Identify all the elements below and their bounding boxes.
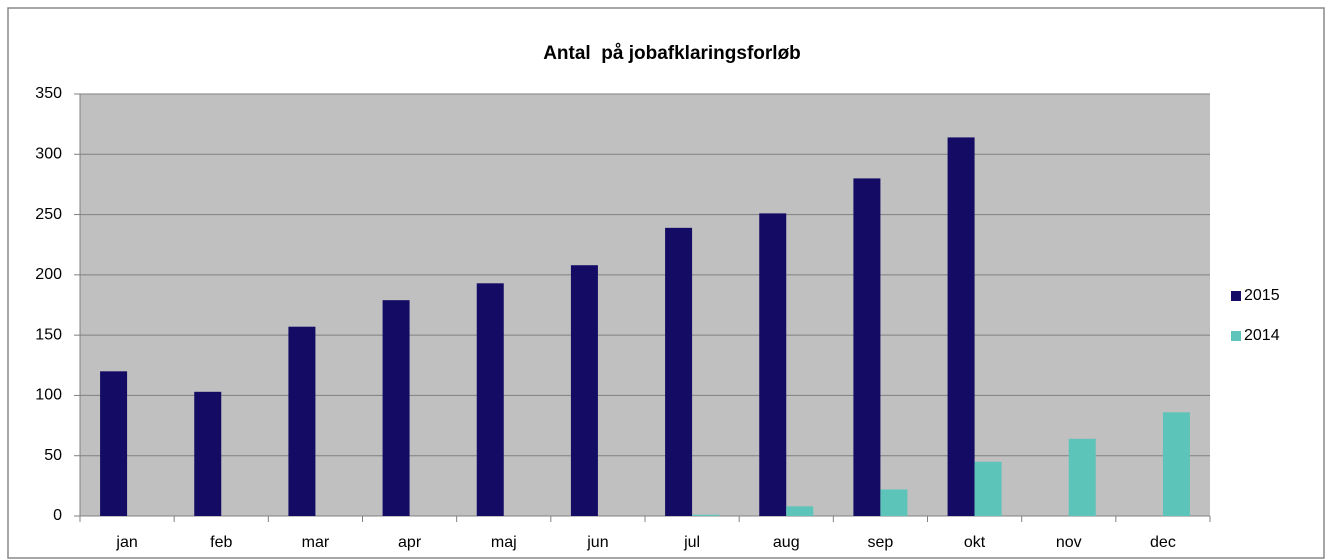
x-tick-label: aug <box>773 534 800 551</box>
bar <box>100 371 128 516</box>
bar <box>194 391 222 516</box>
bar <box>476 283 504 516</box>
bar <box>880 489 908 516</box>
bar <box>974 461 1002 516</box>
y-tick-label: 300 <box>35 146 62 163</box>
bar <box>288 326 316 516</box>
bar <box>1162 412 1190 516</box>
x-tick-label: dec <box>1150 534 1176 551</box>
y-tick-label: 50 <box>44 447 62 464</box>
x-tick-label: apr <box>398 534 422 551</box>
bar <box>665 227 693 516</box>
x-tick-label: okt <box>964 534 986 551</box>
bar <box>692 514 720 516</box>
x-tick-label: jul <box>683 534 700 551</box>
bar <box>382 300 410 516</box>
bar <box>853 178 881 516</box>
x-tick-label: sep <box>868 534 894 551</box>
chart-title: Antal på jobafklaringsforløb <box>543 43 801 64</box>
x-tick-label: mar <box>302 534 330 551</box>
y-tick-label: 100 <box>35 387 62 404</box>
bar <box>570 265 598 516</box>
bar <box>947 137 975 517</box>
x-tick-label: maj <box>491 534 517 551</box>
y-tick-label: 350 <box>35 85 62 102</box>
legend-label: 2014 <box>1244 327 1280 344</box>
x-tick-label: jun <box>586 534 608 551</box>
y-tick-label: 200 <box>35 266 62 283</box>
x-tick-label: jan <box>115 534 137 551</box>
y-tick-label: 250 <box>35 206 62 223</box>
y-tick-label: 150 <box>35 326 62 343</box>
legend-swatch <box>1231 291 1241 301</box>
plot-area <box>80 94 1210 516</box>
legend-label: 2015 <box>1244 287 1280 304</box>
x-tick-label: feb <box>210 534 232 551</box>
legend-swatch <box>1231 331 1241 341</box>
bar <box>759 213 787 516</box>
y-tick-label: 0 <box>53 507 62 524</box>
bar <box>1068 438 1096 516</box>
bar <box>786 506 814 516</box>
x-tick-label: nov <box>1056 534 1082 551</box>
